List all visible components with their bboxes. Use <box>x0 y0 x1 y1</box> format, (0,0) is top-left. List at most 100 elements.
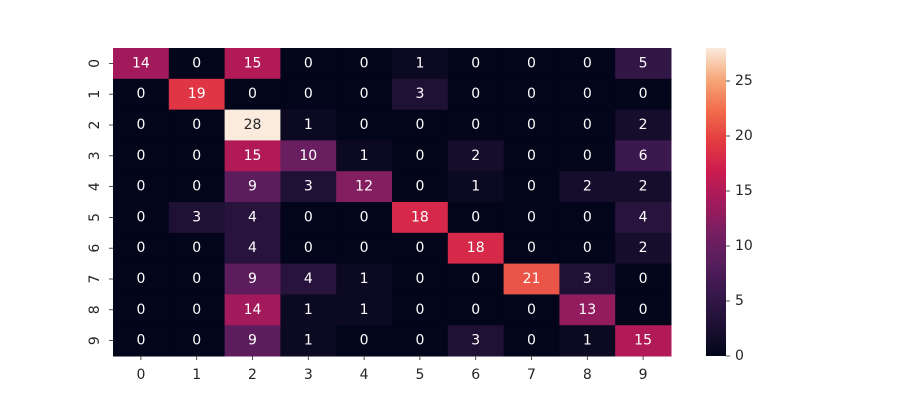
heatmap-cell <box>224 109 281 141</box>
cell-value-label: 0 <box>360 333 369 349</box>
cell-value-label: 2 <box>471 148 480 164</box>
heatmap-cell <box>336 48 393 80</box>
cell-value-label: 0 <box>527 179 536 195</box>
cell-value-label: 10 <box>299 148 317 164</box>
heatmap-cell <box>224 325 281 357</box>
cell-value-label: 0 <box>415 240 424 256</box>
heatmap-cell <box>336 140 393 172</box>
heatmap-cell <box>168 263 226 295</box>
cell-value-label: 0 <box>639 302 648 318</box>
cell-value-label: 1 <box>304 117 313 133</box>
heatmap-cell <box>392 109 449 141</box>
heatmap-cell <box>280 171 337 203</box>
cell-value-label: 0 <box>192 271 201 287</box>
cell-value-label: 4 <box>248 209 257 225</box>
x-tick-label: 4 <box>360 367 369 383</box>
heatmap-cell <box>615 171 672 203</box>
heatmap-cell <box>168 48 226 80</box>
cell-value-label: 0 <box>583 148 592 164</box>
heatmap-cell <box>503 78 560 111</box>
cell-value-label: 0 <box>360 55 369 71</box>
heatmap-cell <box>336 263 393 295</box>
cell-value-label: 0 <box>360 209 369 225</box>
heatmap-cell <box>113 140 170 172</box>
heatmap-cell <box>336 202 393 234</box>
heatmap-cell <box>392 232 449 265</box>
heatmap-cell <box>559 263 616 295</box>
cell-value-label: 3 <box>192 209 201 225</box>
heatmap-cells <box>113 48 672 357</box>
cell-value-label: 0 <box>527 209 536 225</box>
cell-value-label: 12 <box>355 179 373 195</box>
heatmap-cell <box>168 171 226 203</box>
y-tick-label: 3 <box>87 151 103 160</box>
cell-value-label: 1 <box>304 333 313 349</box>
cell-value-label: 0 <box>192 148 201 164</box>
heatmap-cell <box>503 325 560 357</box>
cell-value-label: 0 <box>136 209 145 225</box>
heatmap-cell <box>280 232 337 265</box>
heatmap-cell <box>113 263 170 295</box>
heatmap-cell <box>392 78 449 111</box>
cell-value-label: 4 <box>639 209 648 225</box>
heatmap-cell <box>447 171 505 203</box>
colorbar-tick-label: 10 <box>735 238 753 254</box>
cell-value-label: 0 <box>527 333 536 349</box>
cell-value-label: 19 <box>188 86 206 102</box>
cell-value-label: 0 <box>583 55 592 71</box>
cell-value-label: 0 <box>136 179 145 195</box>
cell-value-label: 1 <box>304 302 313 318</box>
heatmap-cell <box>224 202 281 234</box>
heatmap-cell <box>503 232 560 265</box>
y-tick-label: 4 <box>87 182 103 191</box>
cell-value-label: 0 <box>527 117 536 133</box>
cell-value-label: 0 <box>471 209 480 225</box>
heatmap-cell <box>280 48 337 80</box>
cell-value-label: 2 <box>639 117 648 133</box>
cell-value-label: 0 <box>360 86 369 102</box>
heatmap-cell <box>615 109 672 141</box>
cell-value-label: 4 <box>304 271 313 287</box>
cell-value-label: 0 <box>583 86 592 102</box>
heatmap-cell <box>615 294 672 326</box>
heatmap-cell <box>336 232 393 265</box>
cell-value-label: 0 <box>583 240 592 256</box>
heatmap-cell <box>559 78 616 111</box>
cell-value-label: 3 <box>304 179 313 195</box>
heatmap-cell <box>336 294 393 326</box>
x-axis-ticks: 0 1 2 3 4 5 6 7 8 9 <box>136 356 648 383</box>
cell-value-label: 14 <box>132 55 150 71</box>
heatmap-cell <box>447 109 505 141</box>
cell-value-label: 9 <box>248 179 257 195</box>
cell-value-label: 4 <box>248 240 257 256</box>
cell-value-label: 0 <box>415 179 424 195</box>
cell-value-label: 0 <box>136 117 145 133</box>
x-tick-label: 1 <box>192 367 201 383</box>
heatmap-cell <box>615 78 672 111</box>
heatmap-cell <box>224 48 281 80</box>
x-tick-label: 7 <box>527 367 536 383</box>
heatmap-cell <box>503 171 560 203</box>
heatmap-cell <box>224 140 281 172</box>
cell-value-label: 0 <box>304 209 313 225</box>
x-tick-label: 6 <box>471 367 480 383</box>
heatmap-cell <box>280 202 337 234</box>
cell-value-label: 0 <box>136 240 145 256</box>
heatmap-cell <box>559 202 616 234</box>
heatmap-cell <box>168 294 226 326</box>
heatmap-cell <box>336 78 393 111</box>
heatmap-cell <box>503 109 560 141</box>
heatmap-cell <box>280 109 337 141</box>
cell-value-label: 0 <box>527 302 536 318</box>
heatmap-cell <box>559 109 616 141</box>
heatmap-cell <box>392 263 449 295</box>
heatmap-cell <box>336 171 393 203</box>
cell-value-label: 0 <box>471 302 480 318</box>
colorbar-tick-label: 25 <box>735 73 753 89</box>
cell-value-label: 0 <box>471 86 480 102</box>
cell-value-label: 0 <box>527 240 536 256</box>
cell-value-label: 0 <box>471 271 480 287</box>
cell-value-label: 0 <box>471 55 480 71</box>
heatmap-cell-labels: 14 0 15 0 0 1 0 0 0 50 19 0 0 0 3 0 0 0 00 0 28 1 0 0 0 0 0 20 0 15 10… <box>132 55 652 348</box>
heatmap-cell <box>113 232 170 265</box>
